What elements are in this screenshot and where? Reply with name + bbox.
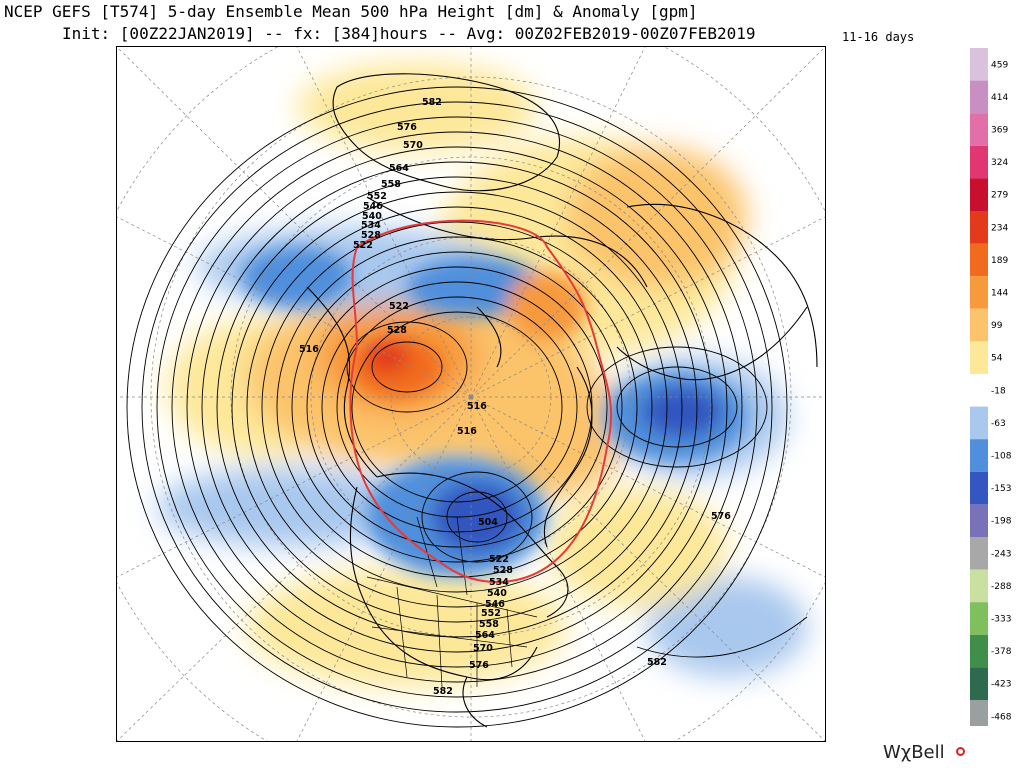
contour-label: 564 [389, 163, 409, 174]
anomaly-colorbar: 459 414 369 324 279 234 189 144 99 54 -18 -63 -108 -1… [970, 48, 1012, 726]
contour-label: 528 [493, 565, 513, 576]
colorbar-label: -198 [991, 517, 1012, 527]
colorbar-label: -63 [991, 419, 1006, 429]
colorbar-label: 414 [991, 93, 1008, 103]
contour-label: 522 [389, 301, 409, 312]
contour-labels: 582 576 570 564 558 552 546 540 534 528 … [299, 97, 731, 697]
colorbar-label: -288 [991, 582, 1012, 592]
contour-label: 516 [467, 401, 487, 412]
colorbar-label: -18 [991, 386, 1006, 396]
map-canvas: 582 576 570 564 558 552 546 540 534 528 … [117, 47, 825, 741]
colorbar-swatch [970, 634, 988, 668]
contour-label: 570 [403, 140, 423, 151]
colorbar-swatch [970, 243, 988, 277]
colorbar-swatch [970, 48, 988, 81]
colorbar-swatch [970, 439, 988, 472]
colorbar-swatch [970, 537, 988, 570]
contour-label: 582 [433, 686, 453, 697]
contour-label: 522 [353, 240, 373, 251]
contour-label: 534 [361, 220, 381, 231]
chart-subtitle: Init: [00Z22JAN2019] -- fx: [384]hours -… [62, 24, 756, 43]
colorbar-label: 459 [991, 60, 1008, 70]
brand-registered-icon [956, 747, 965, 756]
contour-label: 576 [711, 511, 731, 522]
contour-label: 582 [647, 657, 667, 668]
colorbar-label: 144 [991, 289, 1008, 299]
forecast-period-label: 11-16 days [842, 30, 915, 44]
colorbar-swatch [970, 471, 988, 505]
contour-label: 540 [362, 211, 382, 222]
contour-label: 582 [422, 97, 442, 108]
contour-label: 516 [299, 344, 319, 355]
colorbar-label: -468 [991, 712, 1012, 722]
colorbar-swatch [970, 667, 988, 700]
contour-label: 552 [367, 191, 387, 202]
colorbar-swatch [970, 145, 988, 179]
colorbar-swatch [970, 569, 988, 603]
colorbar-label: 54 [991, 354, 1003, 364]
wxbell-logo: WχBell [883, 742, 945, 763]
contour-label: 570 [473, 643, 493, 654]
colorbar-label: 369 [991, 126, 1008, 136]
colorbar-swatch [970, 602, 988, 635]
colorbar-label: 234 [991, 223, 1008, 233]
polar-map: 582 576 570 564 558 552 546 540 534 528 … [116, 46, 826, 742]
contour-label: 540 [487, 588, 507, 599]
colorbar-label: -378 [991, 647, 1012, 657]
colorbar-label: -108 [991, 452, 1012, 462]
contour-label: 504 [478, 517, 498, 528]
colorbar-label: 189 [991, 256, 1008, 266]
colorbar-swatch [970, 504, 988, 537]
colorbar-swatch [970, 113, 988, 146]
contour-label: 516 [457, 426, 477, 437]
contour-label: 558 [381, 179, 401, 190]
reference-contour-540 [349, 219, 613, 583]
colorbar-swatch [970, 178, 988, 211]
colorbar-label: -423 [991, 680, 1011, 690]
contour-label: 528 [361, 230, 381, 241]
contour-label: 546 [485, 599, 505, 610]
colorbar-label: 279 [991, 191, 1008, 201]
height-contours [126, 86, 808, 728]
colorbar-label: 99 [991, 321, 1003, 331]
anomaly-shading [157, 62, 807, 687]
colorbar-swatch [970, 211, 988, 244]
contour-label: 564 [475, 630, 495, 641]
colorbar-label: 324 [991, 158, 1008, 168]
colorbar-label: -243 [991, 549, 1011, 559]
contour-label: 576 [397, 122, 417, 133]
contour-label: 528 [387, 325, 407, 336]
colorbar-label: -333 [991, 615, 1011, 625]
contour-label: 576 [469, 660, 489, 671]
graticule [117, 47, 825, 741]
contour-label: 522 [489, 554, 509, 565]
chart-title: NCEP GEFS [T574] 5-day Ensemble Mean 500… [4, 2, 698, 21]
colorbar-swatch [970, 406, 988, 440]
contour-label: 534 [489, 577, 509, 588]
colorbar-swatch [970, 341, 988, 374]
contour-label: 552 [481, 608, 501, 619]
colorbar-swatch [970, 80, 988, 114]
contour-label: 558 [479, 619, 499, 630]
colorbar-swatch [970, 700, 988, 726]
contour-label: 546 [363, 201, 383, 212]
colorbar-swatch [970, 374, 988, 407]
colorbar-swatch [970, 276, 988, 309]
colorbar-label: -153 [991, 484, 1011, 494]
colorbar-swatch [970, 308, 988, 342]
